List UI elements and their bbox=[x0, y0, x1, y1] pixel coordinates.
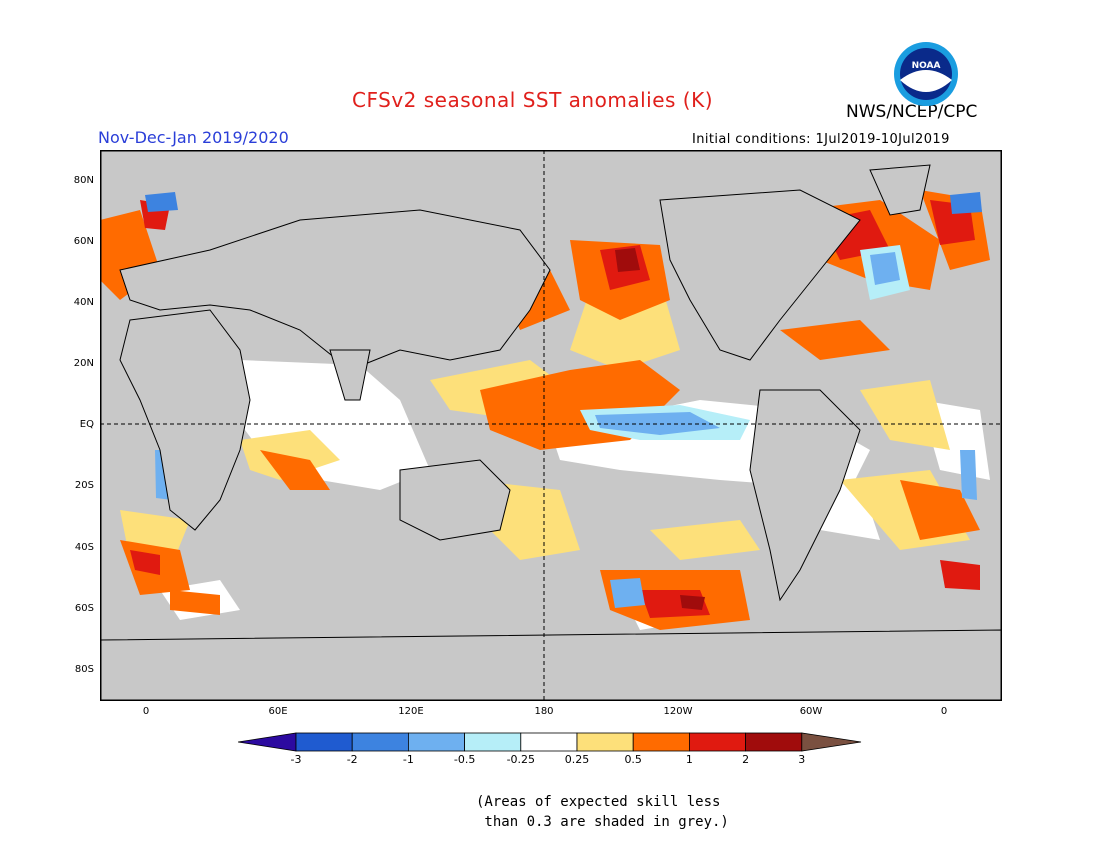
noaa-logo: NOAA bbox=[894, 42, 958, 106]
colorbar-cell bbox=[407, 732, 465, 752]
colorbar-tick-label: 3 bbox=[798, 753, 806, 766]
colorbar bbox=[238, 732, 862, 752]
colorbar-cell bbox=[295, 732, 353, 752]
colorbar-tick-label: 2 bbox=[742, 753, 750, 766]
initial-conditions: Initial conditions: 1Jul2019-10Jul2019 bbox=[692, 132, 950, 147]
colorbar-tick-label: 0.5 bbox=[624, 753, 642, 766]
colorbar-cell bbox=[632, 732, 690, 752]
colorbar-tick-label: 1 bbox=[685, 753, 693, 766]
map-frame bbox=[100, 150, 1002, 701]
map-title: CFSv2 seasonal SST anomalies (K) bbox=[352, 88, 713, 112]
colorbar-tick-label: -0.5 bbox=[453, 753, 476, 766]
skill-note: (Areas of expected skill less than 0.3 a… bbox=[476, 792, 729, 832]
lat-label-20n: 20N bbox=[73, 358, 94, 369]
lat-label-40s: 40S bbox=[74, 542, 94, 553]
lon-label-0-east: 0 bbox=[940, 706, 948, 717]
lat-label-80s: 80S bbox=[74, 664, 94, 675]
agency-label: NWS/NCEP/CPC bbox=[846, 102, 978, 122]
lon-label-180: 180 bbox=[534, 706, 554, 717]
colorbar-tick-label: 0.25 bbox=[564, 753, 590, 766]
lat-label-60n: 60N bbox=[73, 236, 94, 247]
colorbar-cell bbox=[688, 732, 746, 752]
colorbar-cell bbox=[351, 732, 409, 752]
lat-label-20s: 20S bbox=[74, 480, 94, 491]
lon-label-60w: 60W bbox=[799, 706, 823, 717]
colorbar-tick-label: -1 bbox=[402, 753, 414, 766]
noaa-logo-text: NOAA bbox=[912, 61, 941, 71]
lat-label-eq: EQ bbox=[79, 419, 94, 430]
skill-note-line1: (Areas of expected skill less bbox=[476, 794, 721, 810]
lon-label-0: 0 bbox=[142, 706, 150, 717]
warm-extreme-regions bbox=[615, 248, 705, 610]
lat-label-40n: 40N bbox=[73, 297, 94, 308]
lon-label-120w: 120W bbox=[663, 706, 693, 717]
forecast-period: Nov-Dec-Jan 2019/2020 bbox=[98, 128, 289, 147]
continent-outlines bbox=[100, 164, 1002, 701]
colorbar-cell bbox=[745, 732, 803, 752]
warm-strong-regions bbox=[130, 200, 980, 618]
colorbar-min-arrow bbox=[238, 732, 297, 752]
colorbar-tick-label: -0.25 bbox=[506, 753, 536, 766]
colorbar-tick-label: -3 bbox=[290, 753, 302, 766]
lon-label-120e: 120E bbox=[398, 706, 424, 717]
lon-label-60e: 60E bbox=[268, 706, 288, 717]
skill-note-line2: than 0.3 are shaded in grey.) bbox=[476, 814, 729, 830]
colorbar-cell bbox=[520, 732, 578, 752]
colorbar-cell bbox=[576, 732, 634, 752]
lat-label-60s: 60S bbox=[74, 603, 94, 614]
colorbar-tick-label: -2 bbox=[346, 753, 358, 766]
colorbar-max-arrow bbox=[801, 732, 862, 752]
colorbar-cell bbox=[464, 732, 522, 752]
lat-label-80n: 80N bbox=[73, 175, 94, 186]
sst-anomaly-map bbox=[100, 150, 1002, 701]
